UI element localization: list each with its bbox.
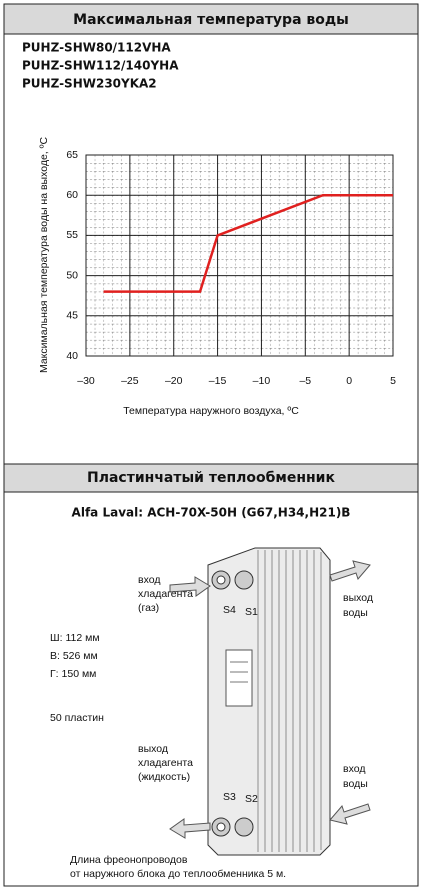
y-tick-label: 50 [66,269,78,281]
y-tick-label: 60 [66,189,78,201]
dimension: Ш: 112 мм [50,632,100,644]
y-tick-label: 65 [66,149,78,161]
y-axis-label: Максимальная температура воды на выходе,… [38,137,50,374]
y-tick-label: 55 [66,229,78,241]
label: хладагента [138,588,193,600]
model: PUHZ-SHW80/112VHA [22,41,171,55]
label: выход [343,592,373,604]
label: воды [343,607,368,619]
x-tick-label: 5 [390,375,396,387]
plates: 50 пластин [50,712,104,724]
data-line [103,193,393,293]
x-tick-label: –10 [253,375,271,387]
x-tick-label: –20 [165,375,183,387]
x-axis-label: Температура наружного воздуха, ºC [123,405,299,417]
plot-area [85,154,394,357]
section-title: Пластинчатый теплообменник [87,470,335,486]
label: вход [138,574,160,586]
dimension: Г: 150 мм [50,668,96,680]
exchanger-model: Alfa Laval: ACH-70X-50H (G67,H34,H21)B [72,506,351,520]
x-tick-label: –30 [77,375,95,387]
header-title: Максимальная температура воды [73,12,349,28]
label: вход [343,763,365,775]
y-tick-label: 45 [66,310,78,322]
label: воды [343,778,368,790]
port-label: S4 [223,604,236,616]
label: хладагента [138,757,193,769]
x-tick-label: –25 [121,375,139,387]
port-label: S1 [245,606,258,618]
x-tick-label: –5 [299,375,311,387]
note: от наружного блока до теплообменника 5 м… [70,868,286,880]
note: Длина фреонопроводов [70,854,188,866]
x-tick-label: –15 [209,375,227,387]
y-tick-label: 40 [66,350,78,362]
label: (жидкость) [138,771,190,783]
chart: Температура наружного воздуха, ºC Максим… [38,137,396,417]
header-band [3,3,419,35]
exchanger-drawing [169,547,371,856]
header-band [3,463,419,493]
label: (газ) [138,602,159,614]
dimension: В: 526 мм [50,650,98,662]
port-label: S3 [223,791,236,803]
x-tick-label: 0 [346,375,352,387]
port-label: S2 [245,793,258,805]
model: PUHZ-SHW230YKA2 [22,77,157,91]
label: выход [138,743,168,755]
model: PUHZ-SHW112/140YHA [22,59,179,73]
